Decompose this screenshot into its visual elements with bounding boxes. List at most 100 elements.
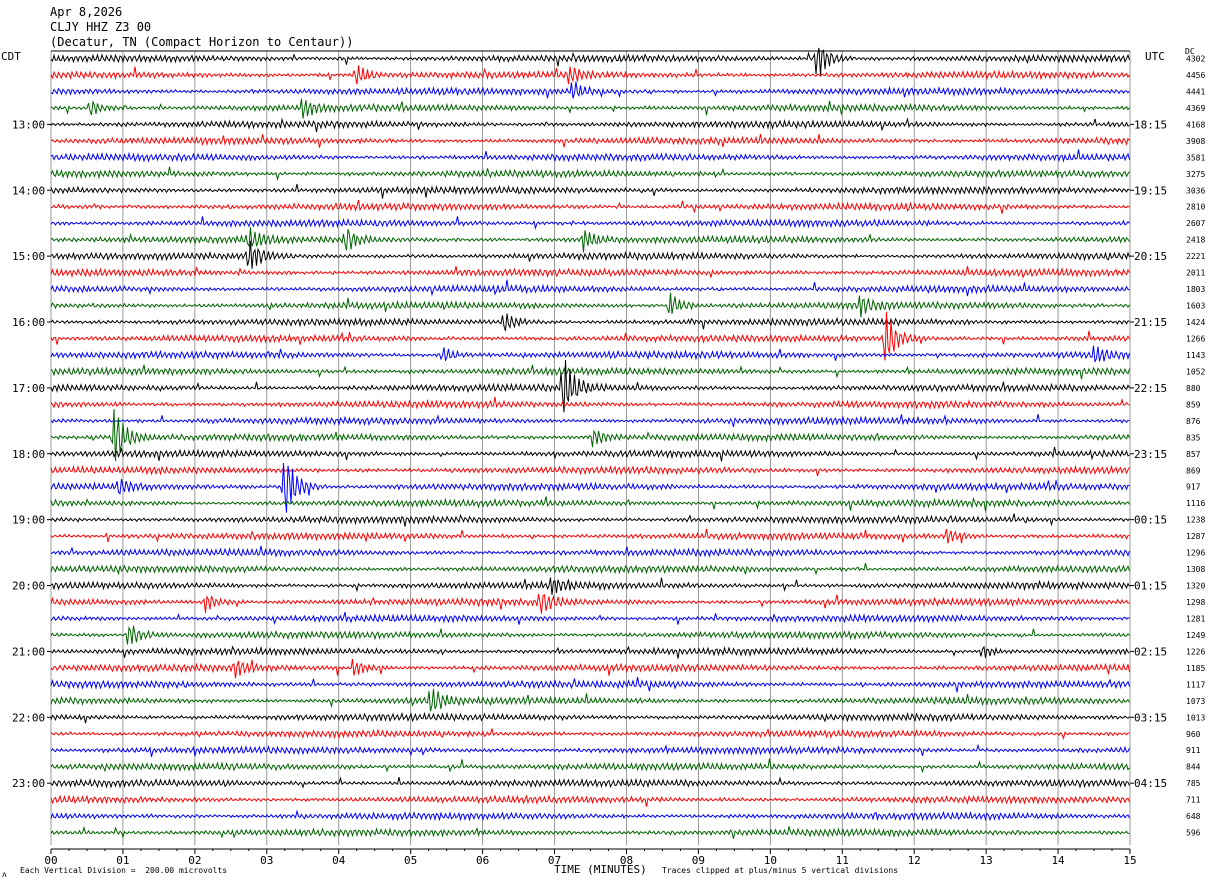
trace-row-16	[50, 313, 1130, 331]
trace-row-9	[50, 199, 1130, 215]
trace-row-36	[50, 645, 1130, 659]
dc-offset-value: 4302	[1186, 55, 1205, 64]
right-hour-label: 02:15	[1134, 645, 1167, 658]
clipping-note: Traces clipped at plus/minus 5 vertical …	[662, 866, 899, 875]
trace-row-5	[50, 134, 1130, 148]
right-hour-label: 23:15	[1134, 448, 1167, 461]
left-hour-label: 13:00	[12, 118, 45, 131]
trace-row-20	[50, 359, 1130, 413]
dc-offset-value: 1296	[1186, 549, 1205, 558]
trace-row-42	[50, 743, 1130, 758]
right-hour-label: 19:15	[1134, 184, 1167, 197]
x-tick-label: 08	[620, 854, 633, 867]
dc-offset-value: 596	[1186, 829, 1201, 838]
dc-offset-value: 1287	[1186, 532, 1205, 541]
trace-row-46	[50, 809, 1130, 822]
dc-offset-value: 2810	[1186, 203, 1205, 212]
right-hour-label: 00:15	[1134, 514, 1167, 527]
dc-offset-value: 1249	[1186, 631, 1205, 640]
dc-offset-value: 785	[1186, 779, 1201, 788]
dc-offset-value: 648	[1186, 812, 1201, 821]
trace-row-33	[50, 593, 1130, 614]
trace-row-43	[50, 758, 1130, 774]
trace-row-32	[50, 577, 1130, 595]
trace-row-41	[50, 728, 1130, 740]
station-location: (Decatur, TN (Compact Horizon to Centaur…	[50, 35, 354, 49]
trace-row-8	[50, 183, 1130, 199]
dc-offset-value: 844	[1186, 763, 1201, 772]
dc-offset-value: 1281	[1186, 614, 1205, 623]
dc-offset-value: 1185	[1186, 664, 1205, 673]
left-hour-label: 16:00	[12, 316, 45, 329]
x-axis-title: TIME (MINUTES)	[554, 863, 647, 876]
trace-row-23	[50, 409, 1130, 462]
dc-offset-value: 1052	[1186, 367, 1205, 376]
trace-row-40	[50, 711, 1130, 724]
trace-row-19	[50, 364, 1130, 380]
trace-row-12	[50, 240, 1130, 269]
dc-offset-value: 917	[1186, 483, 1201, 492]
dc-offset-value: 1803	[1186, 285, 1205, 294]
trace-row-29	[50, 528, 1130, 544]
dc-offset-value: 2607	[1186, 219, 1205, 228]
dc-offset-value: 3275	[1186, 170, 1205, 179]
trace-row-45	[50, 794, 1130, 807]
dc-offset-value: 1266	[1186, 334, 1205, 343]
dc-offset-value: 4456	[1186, 71, 1205, 80]
x-tick-label: 06	[476, 854, 489, 867]
axis-labels: 00 01 02 03 04 05 06 07 08 09 10 11 12 13 14 15 13:00 14:…	[12, 55, 1205, 868]
dc-offset-value: 1143	[1186, 351, 1205, 360]
trace-row-30	[50, 545, 1130, 558]
trace-row-13	[50, 266, 1130, 279]
trace-row-15	[50, 292, 1130, 318]
trace-row-44	[50, 776, 1130, 789]
left-timezone-label: CDT	[1, 50, 21, 63]
left-hour-label: 15:00	[12, 250, 45, 263]
x-tick-label: 00	[44, 854, 57, 867]
right-hour-label: 18:15	[1134, 118, 1167, 131]
dc-offset-value: 3036	[1186, 186, 1205, 195]
trace-row-47	[50, 825, 1130, 839]
left-hour-label: 18:00	[12, 448, 45, 461]
dc-offset-value: 1013	[1186, 713, 1205, 722]
trace-row-18	[50, 345, 1130, 363]
trace-row-2	[50, 81, 1130, 99]
right-hour-label: 20:15	[1134, 250, 1167, 263]
dc-offset-value: 869	[1186, 466, 1201, 475]
x-tick-label: 10	[764, 854, 777, 867]
dc-offset-header: DC	[1185, 47, 1195, 56]
vertical-scale-note: Each Vertical Division = 200.00 microvol…	[20, 866, 228, 875]
left-hour-label: 21:00	[12, 645, 45, 658]
dc-offset-value: 1424	[1186, 318, 1205, 327]
x-tick-label: 05	[404, 854, 417, 867]
time-grid	[50, 51, 1131, 845]
dc-offset-value: 1298	[1186, 598, 1205, 607]
trace-row-17	[50, 311, 1130, 361]
trace-row-25	[50, 464, 1130, 477]
trace-row-10	[50, 216, 1130, 230]
trace-row-21	[50, 396, 1130, 410]
right-hour-label: 21:15	[1134, 316, 1167, 329]
dc-offset-value: 857	[1186, 450, 1201, 459]
x-tick-label: 01	[116, 854, 129, 867]
trace-row-31	[50, 562, 1130, 576]
x-tick-label: 04	[332, 854, 346, 867]
right-hour-label: 04:15	[1134, 777, 1167, 790]
left-hour-label: 22:00	[12, 711, 45, 724]
trace-row-35	[50, 625, 1130, 645]
trace-row-39	[50, 688, 1130, 712]
dc-offset-value: 1116	[1186, 499, 1205, 508]
trace-row-14	[50, 279, 1130, 297]
trace-row-27	[50, 496, 1130, 512]
left-hour-label: 14:00	[12, 184, 45, 197]
x-tick-label: 12	[908, 854, 921, 867]
x-tick-label: 03	[260, 854, 273, 867]
x-tick-label: 02	[188, 854, 201, 867]
trace-row-28	[50, 513, 1130, 527]
dc-offset-value: 876	[1186, 417, 1201, 426]
dc-offset-value: 911	[1186, 746, 1201, 755]
trace-row-3	[50, 98, 1130, 119]
right-hour-label: 01:15	[1134, 580, 1167, 593]
x-tick-label: 13	[980, 854, 993, 867]
dc-offset-value: 1238	[1186, 516, 1205, 525]
